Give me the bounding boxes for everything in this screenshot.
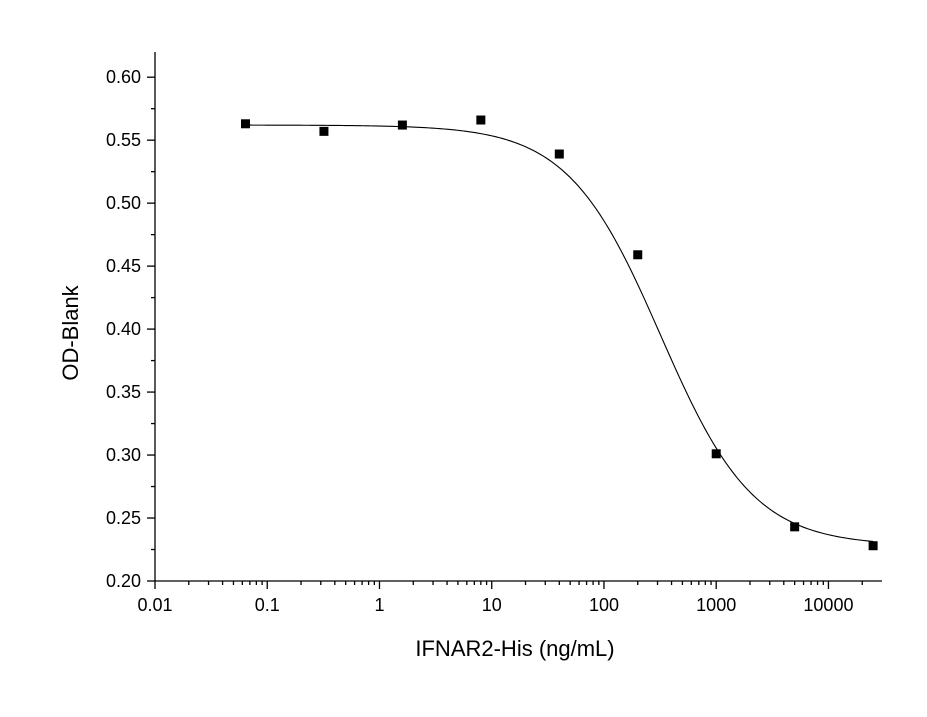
axes: 0.01 0.1 1 10 100 1000 10000 0.20 0.25 0.30 0.35 0.… [106,52,882,615]
data-point [790,522,800,532]
data-point [868,541,878,551]
x-tick-label: 10000 [803,595,853,615]
data-point [633,250,643,260]
data-point [554,149,564,159]
y-tick-label: 0.55 [106,130,141,150]
y-tick-label: 0.30 [106,445,141,465]
data-point [319,126,329,136]
y-tick-label: 0.40 [106,319,141,339]
data-point [476,115,486,125]
data-point [711,449,721,459]
x-tick-label: 0.01 [137,595,172,615]
y-tick-label: 0.45 [106,256,141,276]
x-tick-label: 1 [374,595,384,615]
fit-curve-line [245,124,874,542]
y-tick-label: 0.20 [106,571,141,591]
x-tick-label: 0.1 [255,595,280,615]
fit-curve-layer [245,124,874,542]
y-tick-label: 0.25 [106,508,141,528]
x-tick-label: 100 [589,595,619,615]
data-point [397,120,407,130]
y-tick-label: 0.50 [106,193,141,213]
data-points-layer [240,115,878,551]
x-axis-title: IFNAR2-His (ng/mL) [415,636,614,661]
y-tick-label: 0.60 [106,67,141,87]
y-tick-label: 0.35 [106,382,141,402]
data-point [240,119,250,129]
x-tick-label: 1000 [696,595,736,615]
x-tick-label: 10 [482,595,502,615]
y-axis-title: OD-Blank [58,284,83,380]
